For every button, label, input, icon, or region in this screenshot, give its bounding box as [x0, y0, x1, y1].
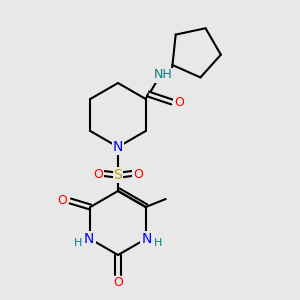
- Text: N: N: [113, 140, 123, 154]
- Text: H: H: [74, 238, 82, 248]
- Text: O: O: [93, 167, 103, 181]
- Text: O: O: [57, 194, 67, 206]
- Text: H: H: [154, 238, 162, 248]
- Text: O: O: [133, 167, 143, 181]
- Text: O: O: [113, 277, 123, 290]
- Text: NH: NH: [154, 68, 172, 82]
- Text: N: N: [84, 232, 94, 246]
- Text: S: S: [114, 168, 122, 182]
- Text: N: N: [142, 232, 152, 246]
- Text: O: O: [174, 95, 184, 109]
